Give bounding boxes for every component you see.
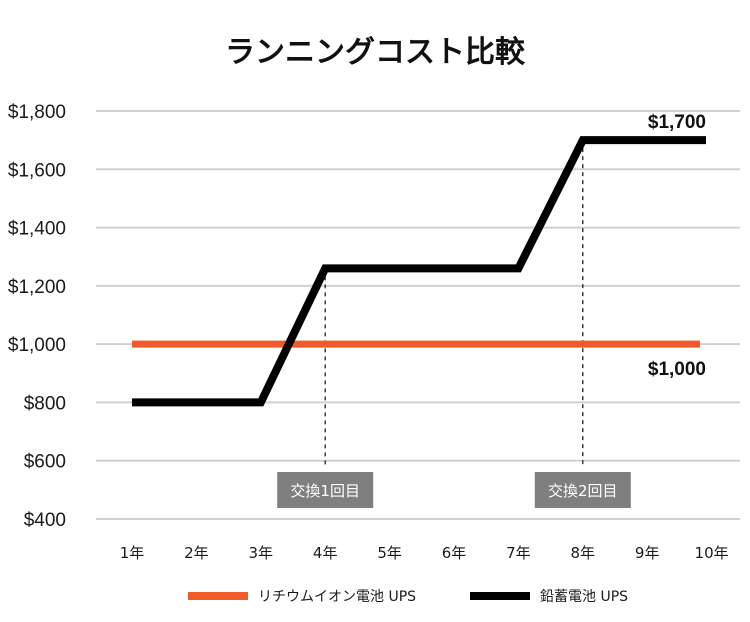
y-tick-label: $400: [24, 510, 66, 531]
x-tick-label: 5年: [377, 544, 402, 562]
legend: リチウムイオン電池 UPS 鉛蓄電池 UPS: [188, 589, 628, 605]
end-value-label: $1,700: [648, 112, 706, 133]
grid-lines: [96, 110, 740, 520]
annotations: 交換1回目 交換2回目: [277, 140, 631, 508]
y-axis-tick-labels: $400 $600 $800 $1,000 $1,200 $1,400 $1,600 $1,8…: [8, 102, 66, 531]
x-tick-label: 9年: [635, 544, 660, 562]
legend-label: リチウムイオン電池 UPS: [258, 589, 416, 605]
annotation-box: [534, 472, 631, 508]
x-axis-tick-labels: 1年 2年 3年 4年 5年 6年 7年 8年 9年 10年: [120, 544, 729, 562]
series-lines: [132, 136, 706, 407]
y-tick-label: $1,400: [8, 219, 66, 240]
annotation-label: 交換2回目: [548, 482, 618, 500]
annotation-label: 交換1回目: [290, 482, 360, 500]
x-tick-label: 1年: [120, 544, 145, 562]
x-tick-label: 3年: [249, 544, 274, 562]
y-tick-label: $1,800: [8, 102, 66, 123]
annotation-box: [277, 472, 374, 508]
y-tick-label: $1,200: [8, 277, 66, 298]
end-labels: $1,000 $1,700: [648, 112, 706, 380]
x-tick-label: 8年: [571, 544, 596, 562]
y-tick-label: $800: [24, 393, 66, 414]
series-line-lead-acid: [132, 136, 706, 407]
y-tick-label: $1,600: [8, 160, 66, 181]
x-tick-label: 4年: [313, 544, 338, 562]
y-tick-label: $600: [24, 452, 66, 473]
x-tick-label: 6年: [442, 544, 467, 562]
y-tick-label: $1,000: [8, 335, 66, 356]
x-tick-label: 7年: [506, 544, 531, 562]
x-tick-label: 2年: [184, 544, 209, 562]
chart-title: ランニングコスト比較: [225, 35, 526, 70]
x-tick-label: 10年: [695, 544, 729, 562]
end-value-label: $1,000: [648, 359, 706, 380]
legend-label: 鉛蓄電池 UPS: [540, 589, 628, 605]
